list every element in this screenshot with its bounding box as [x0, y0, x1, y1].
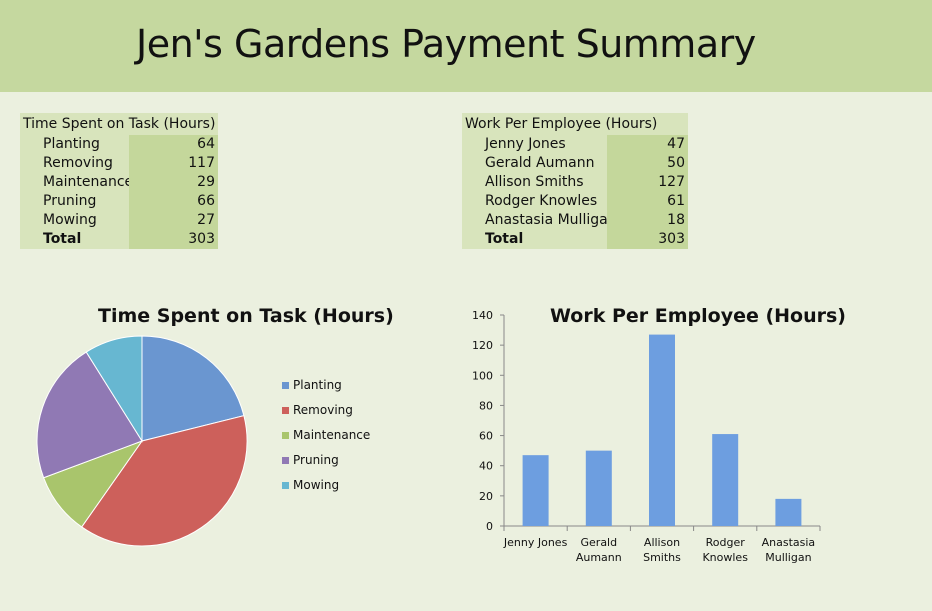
- table-row: Removing 117: [20, 154, 218, 173]
- legend-swatch: [282, 406, 289, 414]
- table-row: Maintenance 29: [20, 173, 218, 192]
- row-label: Maintenance: [20, 173, 133, 192]
- table-row: Rodger Knowles 61: [462, 192, 688, 211]
- page-title: Jen's Gardens Payment Summary: [136, 22, 756, 66]
- x-tick-label: Knowles: [702, 551, 748, 564]
- legend-swatch: [282, 481, 289, 489]
- table-row: Jenny Jones 47: [462, 135, 688, 154]
- row-value: 64: [129, 135, 218, 154]
- row-value: 117: [129, 154, 218, 173]
- row-label: Pruning: [20, 192, 129, 211]
- total-value: 303: [607, 230, 688, 249]
- legend-swatch: [282, 381, 289, 389]
- table-row: Mowing 27: [20, 211, 218, 230]
- row-value: 61: [607, 192, 688, 211]
- row-value: 50: [607, 154, 688, 173]
- row-value: 47: [607, 135, 688, 154]
- legend-item: Mowing: [282, 478, 339, 492]
- row-value: 66: [129, 192, 218, 211]
- legend-label: Maintenance: [293, 428, 371, 442]
- table-row: Anastasia Mulligan 18: [462, 211, 688, 230]
- x-tick-label: Gerald: [581, 536, 618, 549]
- row-label: Gerald Aumann: [462, 154, 607, 173]
- total-label: Total: [20, 230, 129, 249]
- pie-slice-planting: [141, 335, 245, 442]
- legend-label: Pruning: [293, 453, 339, 467]
- legend-item: Maintenance: [282, 428, 370, 442]
- pie-chart-title: Time Spent on Task (Hours): [98, 305, 394, 327]
- table-row: Planting 64: [20, 135, 218, 154]
- task-hours-table: Time Spent on Task (Hours) Planting 64 Re…: [20, 113, 218, 249]
- row-label: Anastasia Mulligan: [462, 211, 617, 230]
- bar: [775, 498, 802, 526]
- bar: [585, 450, 612, 526]
- legend-label: Planting: [293, 378, 342, 392]
- total-value: 303: [129, 230, 218, 249]
- x-tick-label: Anastasia: [762, 536, 816, 549]
- row-label: Planting: [20, 135, 129, 154]
- row-value: 27: [129, 211, 218, 230]
- employee-hours-table: Work Per Employee (Hours) Jenny Jones 47 …: [462, 113, 688, 249]
- legend-swatch: [282, 456, 289, 464]
- table-row: Allison Smiths 127: [462, 173, 688, 192]
- x-tick-label: Smiths: [643, 551, 681, 564]
- bar: [522, 455, 549, 526]
- row-value: 29: [129, 173, 218, 192]
- x-tick-label: Jenny Jones: [503, 536, 568, 549]
- pie-slice-pruning: [36, 351, 143, 479]
- legend-label: Mowing: [293, 478, 340, 492]
- bar: [712, 434, 739, 526]
- y-tick-label: 20: [479, 490, 493, 503]
- bar: [649, 334, 675, 526]
- table-header: Time Spent on Task (Hours): [20, 113, 218, 135]
- row-value: 127: [607, 173, 688, 192]
- y-tick-label: 40: [479, 460, 493, 473]
- y-tick-label: 100: [472, 369, 493, 382]
- row-label: Mowing: [20, 211, 129, 230]
- legend-label: Removing: [293, 403, 353, 417]
- y-tick-label: 140: [472, 309, 493, 322]
- legend-swatch: [282, 431, 289, 439]
- row-label: Removing: [20, 154, 129, 173]
- total-row: Total 303: [462, 230, 688, 249]
- x-tick-label: Rodger: [706, 536, 746, 549]
- title-banner: [0, 0, 932, 92]
- table-row: Pruning 66: [20, 192, 218, 211]
- pie-slice-mowing: [85, 335, 143, 443]
- x-tick-label: Mulligan: [765, 551, 811, 564]
- x-tick-label: Allison: [644, 536, 680, 549]
- y-tick-label: 80: [479, 399, 493, 412]
- y-tick-label: 120: [472, 339, 493, 352]
- legend-item: Removing: [282, 403, 353, 417]
- row-value: 18: [607, 211, 688, 230]
- pie-slice-removing: [81, 415, 248, 547]
- legend-item: Pruning: [282, 453, 339, 467]
- table-row: Gerald Aumann 50: [462, 154, 688, 173]
- table-header: Work Per Employee (Hours): [462, 113, 688, 135]
- row-label: Jenny Jones: [462, 135, 607, 154]
- total-label: Total: [462, 230, 607, 249]
- bar-chart-title: Work Per Employee (Hours): [550, 305, 846, 327]
- row-label: Rodger Knowles: [462, 192, 607, 211]
- y-tick-label: 0: [486, 520, 493, 533]
- x-tick-label: Aumann: [576, 551, 622, 564]
- legend-item: Planting: [282, 378, 342, 392]
- total-row: Total 303: [20, 230, 218, 249]
- row-label: Allison Smiths: [462, 173, 607, 192]
- y-tick-label: 60: [479, 430, 493, 443]
